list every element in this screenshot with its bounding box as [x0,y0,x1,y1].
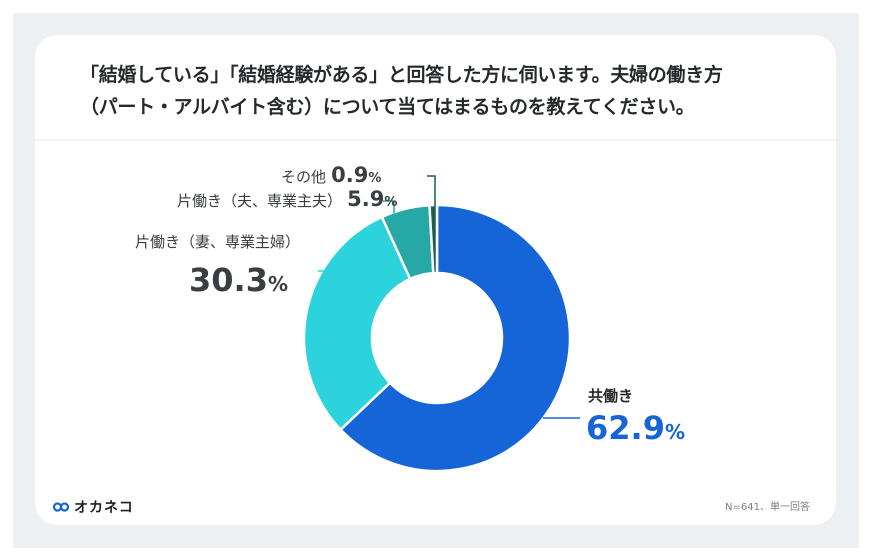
question-header: 「結婚している」「結婚経験がある」と回答した方に伺います。夫婦の働き方 （パート… [35,35,836,141]
chart-card: 「結婚している」「結婚経験がある」と回答した方に伺います。夫婦の働き方 （パート… [35,35,836,525]
label-both-value: 62.9 [586,409,665,447]
okaneko-logo-icon [53,502,69,512]
label-both-value-wrap: 62.9% [586,409,685,447]
label-both-category: 共働き [588,387,634,405]
label-wife-home-value-wrap: 30.3% [189,261,288,299]
label-both-unit: % [664,420,685,444]
donut-chart [302,175,580,473]
leader-line-husband-home [383,200,395,213]
label-both: 共働き [588,385,633,406]
slice-other [428,203,439,275]
label-husband-home-unit: % [384,195,398,210]
title-line-2: （パート・アルバイト含む）について当てはまるものを教えてください。 [80,96,695,118]
label-other-unit: % [368,171,382,186]
label-wife-home-value: 30.3 [189,261,268,299]
label-other: その他 0.9% [281,163,381,187]
label-husband-home: 片働き（夫、専業主夫） 5.9% [177,187,397,211]
question-title: 「結婚している」「結婚経験がある」と回答した方に伺います。夫婦の働き方 （パート… [80,59,723,123]
brand-logo: オカネコ [53,497,134,517]
label-other-category: その他 [281,168,327,186]
label-wife-home-unit: % [267,272,288,296]
label-husband-home-category: 片働き（夫、専業主夫） [177,192,343,210]
slice-wife-home [302,215,412,432]
label-wife-home-category: 片働き（妻、専業主婦） [135,233,301,251]
label-husband-home-value: 5.9 [347,187,385,211]
slice-both [338,203,572,473]
label-wife-home: 片働き（妻、専業主婦） [135,231,300,252]
title-line-1: 「結婚している」「結婚経験がある」と回答した方に伺います。夫婦の働き方 [80,64,723,86]
leader-line-other [427,175,436,207]
brand-name: オカネコ [74,500,134,516]
sample-note: N=641、単一回答 [725,502,810,513]
label-other-value: 0.9 [331,163,369,187]
